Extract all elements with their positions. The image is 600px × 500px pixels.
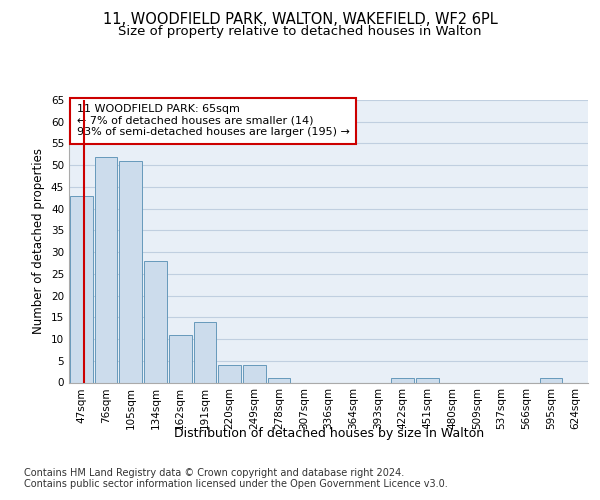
Bar bbox=[539, 378, 562, 382]
Text: 11, WOODFIELD PARK, WALTON, WAKEFIELD, WF2 6PL: 11, WOODFIELD PARK, WALTON, WAKEFIELD, W… bbox=[103, 12, 497, 28]
Bar bbox=[391, 378, 414, 382]
Text: Contains HM Land Registry data © Crown copyright and database right 2024.: Contains HM Land Registry data © Crown c… bbox=[24, 468, 404, 477]
Bar bbox=[119, 161, 142, 382]
Text: 11 WOODFIELD PARK: 65sqm
← 7% of detached houses are smaller (14)
93% of semi-de: 11 WOODFIELD PARK: 65sqm ← 7% of detache… bbox=[77, 104, 350, 138]
Bar bbox=[243, 365, 266, 382]
Bar bbox=[416, 378, 439, 382]
Bar bbox=[194, 322, 216, 382]
Bar bbox=[218, 365, 241, 382]
Text: Distribution of detached houses by size in Walton: Distribution of detached houses by size … bbox=[174, 428, 484, 440]
Bar bbox=[70, 196, 93, 382]
Bar bbox=[144, 261, 167, 382]
Bar bbox=[169, 334, 191, 382]
Y-axis label: Number of detached properties: Number of detached properties bbox=[32, 148, 46, 334]
Bar bbox=[268, 378, 290, 382]
Bar bbox=[95, 156, 118, 382]
Text: Size of property relative to detached houses in Walton: Size of property relative to detached ho… bbox=[118, 25, 482, 38]
Text: Contains public sector information licensed under the Open Government Licence v3: Contains public sector information licen… bbox=[24, 479, 448, 489]
